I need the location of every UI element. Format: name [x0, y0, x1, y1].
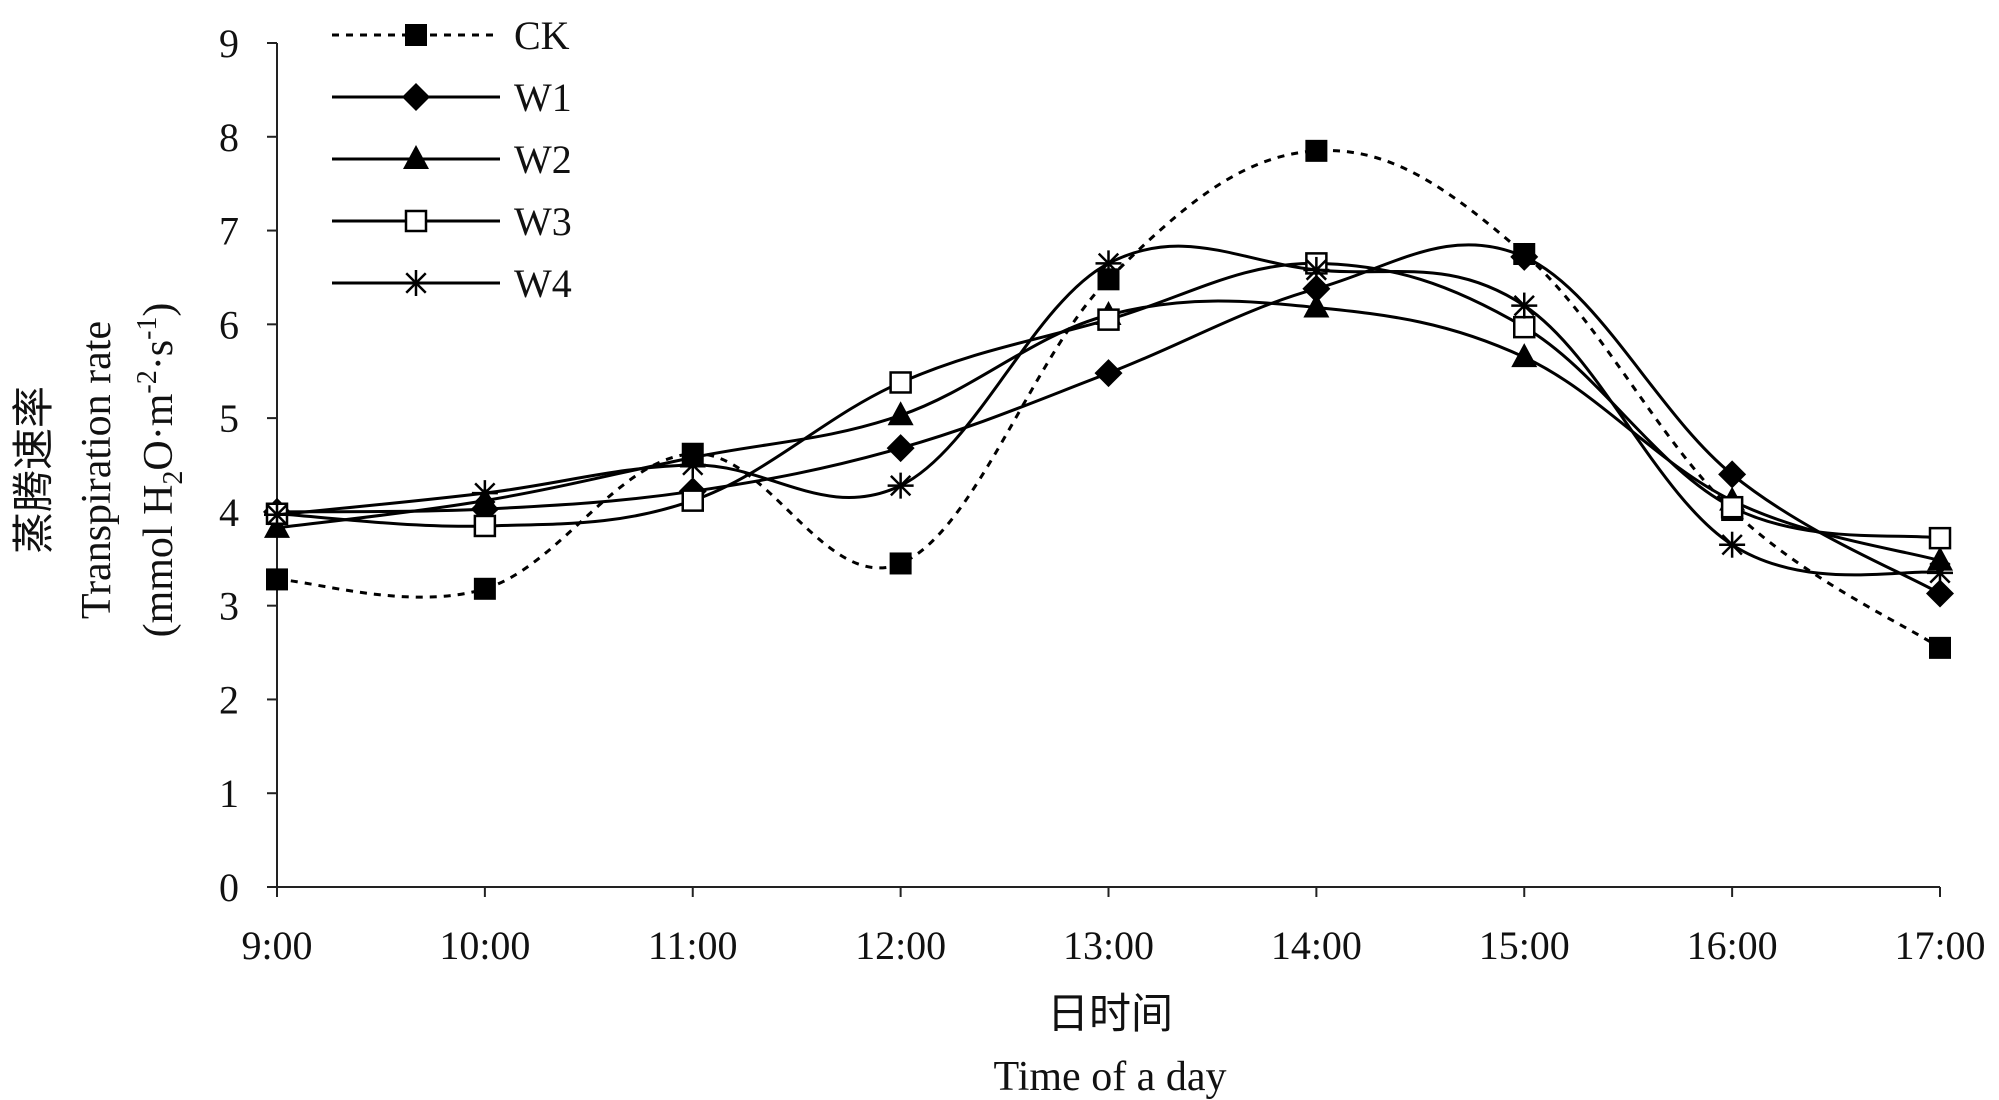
legend-item-ck: CK: [332, 13, 570, 58]
x-tick-label: 16:00: [1687, 923, 1778, 968]
legend-item-w3: W3: [332, 199, 572, 244]
legend-marker: [404, 209, 428, 233]
data-point-w2: [1303, 293, 1330, 318]
legend-marker: [402, 83, 430, 111]
data-point-w4: [1095, 250, 1122, 277]
data-point-w4: [679, 452, 706, 478]
y-tick-label: 8: [219, 115, 239, 160]
data-point-w1: [1510, 242, 1539, 271]
legend-marker: [403, 270, 429, 296]
y-tick-label: 1: [219, 771, 239, 816]
legend-marker: [405, 24, 427, 46]
y-tick-label: 4: [219, 490, 239, 535]
legend-item-w4: W4: [332, 261, 572, 306]
data-point-w4: [887, 472, 914, 499]
x-tick-label: 9:00: [241, 923, 312, 968]
data-point-w3: [1928, 526, 1952, 550]
data-point-w1: [886, 434, 915, 463]
data-point-ck: [473, 577, 496, 600]
data-point-w1: [1718, 460, 1747, 489]
legend-marker: [403, 145, 429, 169]
y-tick-label: 5: [219, 396, 239, 441]
x-tick-label: 13:00: [1063, 923, 1154, 968]
data-point-w1: [1926, 579, 1954, 608]
legend-label: CK: [514, 13, 570, 58]
x-tick-label: 12:00: [855, 923, 946, 968]
unit-close: ): [136, 303, 182, 317]
x-tick-label: 14:00: [1271, 923, 1362, 968]
legend-label: W1: [514, 75, 572, 120]
y-axis-title-unit: (mmol H2O·m-2·s-1): [132, 303, 189, 638]
y-tick-label: 9: [219, 21, 239, 66]
data-point-ck: [1929, 636, 1951, 659]
data-point-w1: [1094, 359, 1123, 388]
series-line-w2: [276, 299, 1941, 563]
data-point-w3: [1513, 315, 1536, 339]
series-line-w1: [276, 243, 1941, 595]
x-tick-label: 15:00: [1479, 923, 1570, 968]
y-tick-label: 2: [219, 677, 239, 722]
y-tick-label: 7: [219, 209, 239, 254]
series-w4: [264, 244, 1953, 586]
unit-mid: O·m: [136, 393, 182, 470]
data-point-w2: [1511, 343, 1538, 368]
legend-item-w2: W2: [332, 137, 572, 182]
x-tick-label: 17:00: [1894, 923, 1985, 968]
series-layer: [263, 139, 1954, 659]
data-point-w1: [1302, 274, 1331, 303]
data-point-w3: [889, 371, 912, 394]
axes: 0 1 2 3 4 5 6 7 8 9 9:00 10:00 11:00 12:00 13:00 14:00 1…: [219, 21, 1986, 968]
unit-sup2: -1: [132, 317, 163, 340]
legend-item-w1: W1: [332, 75, 572, 120]
data-point-w3: [1720, 495, 1744, 519]
data-point-ck: [1097, 268, 1120, 291]
y-axis-title-en: Transpiration rate: [74, 321, 120, 619]
data-point-w4: [1719, 531, 1746, 558]
data-point-ck: [889, 552, 912, 575]
series-w3: [265, 252, 1952, 550]
legend-label: W3: [514, 199, 572, 244]
x-axis-title-en: Time of a day: [994, 1054, 1227, 1100]
x-tick-label: 11:00: [648, 923, 738, 968]
data-point-ck: [1305, 139, 1328, 162]
data-point-w4: [1303, 256, 1330, 283]
data-point-w4: [1511, 292, 1538, 319]
unit-sub2: 2: [158, 471, 189, 485]
y-tick-label: 0: [219, 865, 239, 910]
data-point-w3: [1097, 308, 1120, 331]
data-point-w3: [473, 514, 497, 538]
unit-mid2: ·s: [136, 340, 182, 370]
legend-label: W4: [514, 261, 572, 306]
y-axis-title-cn: 蒸腾速率: [11, 386, 58, 554]
data-point-w4: [471, 480, 498, 507]
data-point-w4: [1927, 559, 1953, 586]
unit-sup1: -2: [132, 370, 163, 393]
series-w2: [264, 293, 1953, 571]
unit-open: (mmol H: [136, 485, 182, 638]
legend-label: W2: [514, 137, 572, 182]
x-tick-label: 10:00: [439, 923, 530, 968]
data-point-w3: [681, 489, 704, 512]
data-point-w2: [887, 401, 914, 426]
data-point-w4: [264, 501, 290, 528]
data-point-ck: [266, 568, 288, 591]
y-tick-label: 3: [219, 584, 239, 629]
y-tick-label: 6: [219, 302, 239, 347]
x-axis-title-cn: 日时间: [1047, 992, 1173, 1038]
legend: CK W1 W2 W3 W4: [332, 13, 572, 306]
